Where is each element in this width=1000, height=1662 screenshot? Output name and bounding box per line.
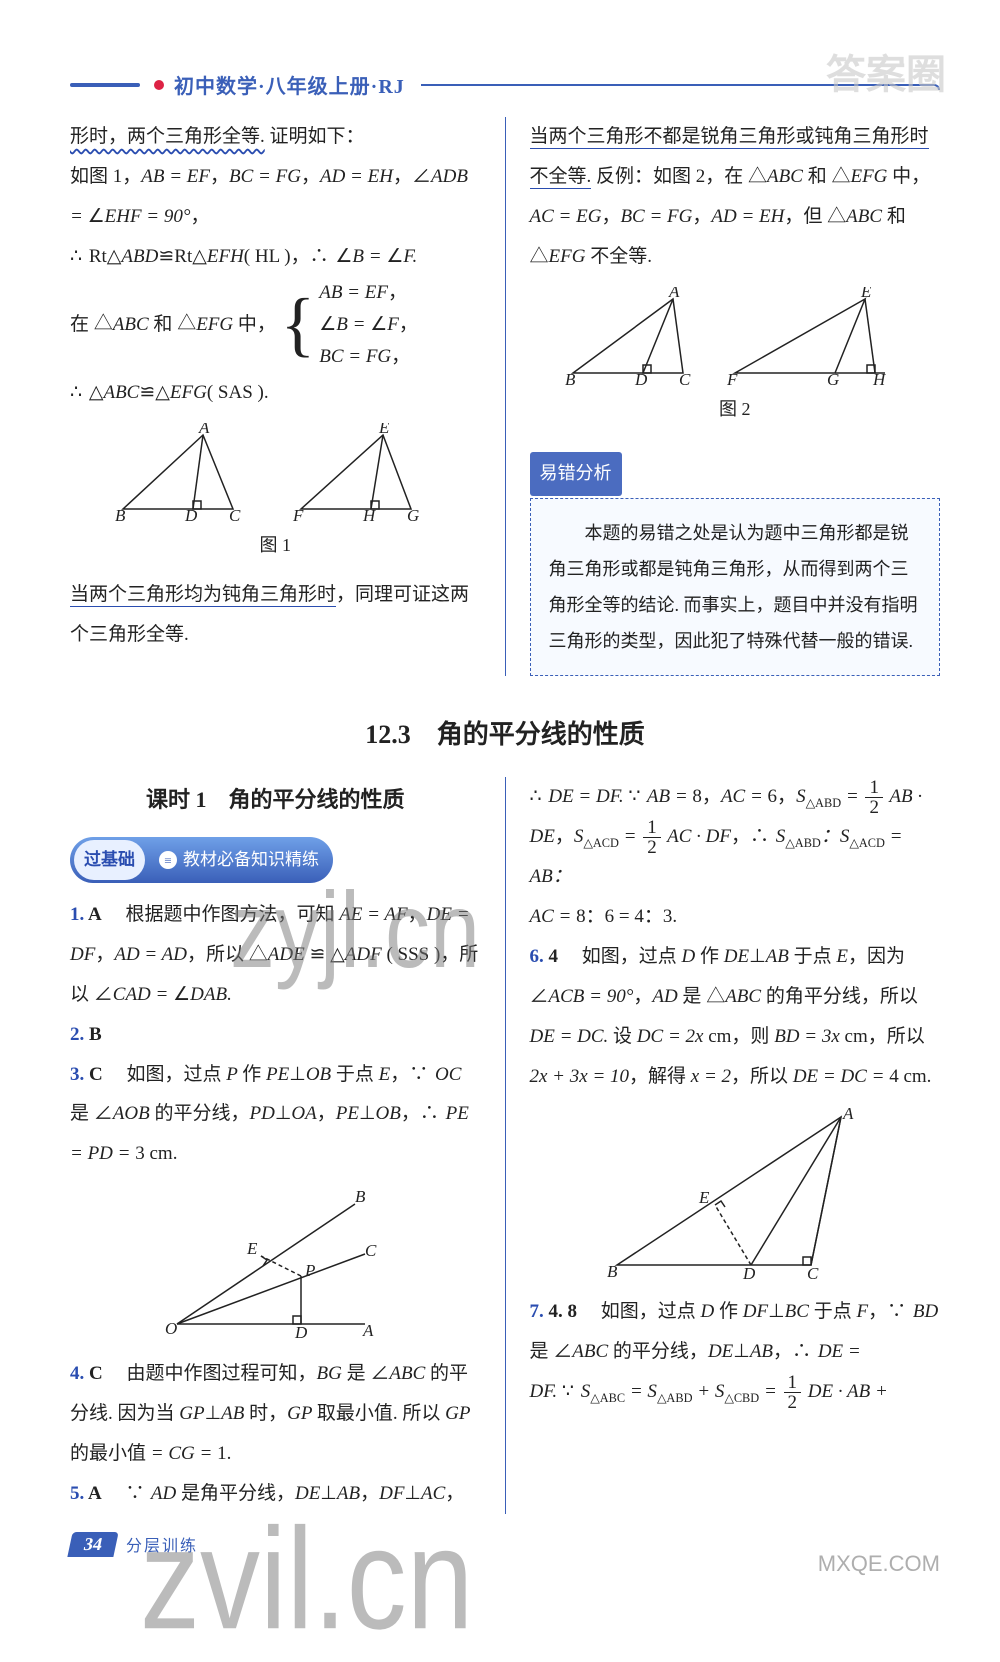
header-title: 初中数学·八年级上册·RJ — [174, 70, 405, 99]
svg-text:C: C — [365, 1241, 377, 1260]
tl-p5: ABCEFG( SAS ). — [70, 373, 481, 413]
svg-text:D: D — [184, 506, 198, 523]
q7-b: DF. S△ABC = S△ABD + S△CBD = 12 DE · AB + — [530, 1372, 941, 1412]
svg-text:E: E — [378, 423, 390, 437]
vertical-separator-bottom — [505, 777, 506, 1514]
tl-p1: 形时，两个三角形全等. 证明如下： — [70, 117, 481, 157]
brace-line-1: AB = EF， — [319, 277, 418, 309]
figure-6: A B D C E — [530, 1107, 941, 1282]
q5: 5. A AD 是角平分线，DEAB，DFAC， — [70, 1474, 481, 1514]
figure-2: A B D C E F G H 图 2 — [530, 287, 941, 429]
svg-text:O: O — [165, 1319, 177, 1338]
list-icon: ≡ — [159, 851, 177, 869]
svg-text:P: P — [304, 1261, 315, 1280]
page-footer: 34 分层训练 — [70, 1532, 940, 1557]
svg-text:B: B — [115, 506, 126, 523]
q4: 4. C 由题中作图过程可知，BG 是 ABC 的平分线. 因为当 GPAB 时… — [70, 1354, 481, 1474]
svg-text:D: D — [634, 370, 648, 387]
bottom-block: 课时 1 角的平分线的性质 过基础 ≡ 教材必备知识精练 1. A 根据题中作图… — [70, 777, 940, 1514]
svg-text:C: C — [807, 1264, 819, 1282]
q5-cont-b: DE，S△ACD = 12 AC · DF， S△ABD：S△ACD = AB： — [530, 817, 941, 897]
basics-pill: 过基础 ≡ 教材必备知识精练 — [70, 837, 333, 883]
q1: 1. A 根据题中作图方法，可知 AE = AF，DE = DF，AD = AD… — [70, 895, 481, 1015]
svg-text:B: B — [565, 370, 576, 387]
brace-line-2: B = F， — [319, 309, 418, 341]
svg-text:G: G — [827, 370, 839, 387]
tl-p2: 如图 1，AB = EF，BC = FG，AD = EH，ADB = EHF =… — [70, 157, 481, 237]
q3: 3. C 如图，过点 P 作 PEOB 于点 E， OC 是 AOB 的平分线，… — [70, 1055, 481, 1175]
svg-text:F: F — [292, 506, 304, 523]
tl-p6: 当两个三角形均为钝角三角形时，同理可证这两个三角形全等. — [70, 575, 481, 655]
svg-text:A: A — [842, 1107, 854, 1123]
svg-text:A: A — [668, 287, 680, 301]
footer-label: 分层训练 — [126, 1532, 198, 1556]
bottom-right-column: DE = DF. AB = 8，AC = 6，S△ABD = 12 AB · D… — [530, 777, 941, 1514]
svg-text:F: F — [726, 370, 738, 387]
svg-text:E: E — [698, 1188, 710, 1207]
svg-text:C: C — [229, 506, 241, 523]
q6: 6. 4 如图，过点 D 作 DEAB 于点 E，因为 ACB = 90°，AD… — [530, 937, 941, 1097]
q5-cont-c: AC = 8：6 = 4：3. — [530, 897, 941, 937]
analysis-label: 易错分析 — [530, 452, 622, 496]
svg-text:G: G — [407, 506, 419, 523]
vertical-separator-top すwhat — [505, 117, 506, 676]
brace-block: { AB = EF， B = F， BC = FG， — [281, 277, 418, 374]
tl-p1-rest: 证明如下： — [265, 126, 365, 147]
top-block: 形时，两个三角形全等. 证明如下： 如图 1，AB = EF，BC = FG，A… — [70, 117, 940, 676]
q2: 2. B — [70, 1015, 481, 1055]
tr-p1: 当两个三角形不都是锐角三角形或钝角三角形时不全等. 反例：如图 2，在 ABC … — [530, 117, 941, 277]
tl-p1-under: 形时，两个三角形全等. — [70, 126, 265, 147]
svg-text:E: E — [246, 1239, 258, 1258]
q1-num: 1. — [70, 904, 88, 925]
svg-text:E: E — [860, 287, 872, 301]
q5-cont-a: DE = DF. AB = 8，AC = 6，S△ABD = 12 AB · — [530, 777, 941, 817]
svg-text:C: C — [679, 370, 691, 387]
analysis-box: 本题的易错之处是认为题中三角形都是锐角三角形或都是钝角三角形，从而得到两个三角形… — [530, 498, 941, 676]
figure-3: O A D P C E B — [70, 1184, 481, 1344]
figure-2-caption: 图 2 — [530, 391, 941, 429]
svg-text:B: B — [607, 1262, 618, 1281]
pill-tag: 过基础 — [74, 840, 145, 880]
pill-text: 教材必备知识精练 — [183, 842, 319, 878]
tl-p3: RtABDRtEFH( HL )， B = F. — [70, 237, 481, 277]
svg-text:A: A — [362, 1321, 374, 1340]
header-rule — [421, 84, 940, 90]
tl-p4: 在 ABC 和 EFG 中， { AB = EF， B = F， BC = FG… — [70, 277, 481, 374]
top-left-column: 形时，两个三角形全等. 证明如下： 如图 1，AB = EF，BC = FG，A… — [70, 117, 481, 676]
figure-1-caption: 图 1 — [70, 527, 481, 565]
header-decor-dot — [154, 80, 164, 90]
svg-text:D: D — [742, 1264, 756, 1282]
lesson-title: 课时 1 角的平分线的性质 — [70, 777, 481, 823]
svg-text:B: B — [355, 1187, 366, 1206]
header-decor-dash — [70, 83, 140, 87]
tl-p6-under: 当两个三角形均为钝角三角形时 — [70, 584, 336, 607]
figure-1: A B D C E F H G 图 1 — [70, 423, 481, 565]
bottom-left-column: 课时 1 角的平分线的性质 过基础 ≡ 教材必备知识精练 1. A 根据题中作图… — [70, 777, 481, 1514]
brace-line-3: BC = FG， — [319, 341, 418, 373]
page-header: 初中数学·八年级上册·RJ — [70, 70, 940, 99]
section-title: 12.3 角的平分线的性质 — [70, 714, 940, 751]
svg-text:H: H — [872, 370, 887, 387]
svg-text:H: H — [362, 506, 377, 523]
svg-text:A: A — [198, 423, 210, 437]
top-right-column: 当两个三角形不都是锐角三角形或钝角三角形时不全等. 反例：如图 2，在 ABC … — [530, 117, 941, 676]
page-number: 34 — [67, 1532, 118, 1557]
svg-text:D: D — [294, 1323, 308, 1342]
q7: 7. 4. 8 如图，过点 D 作 DFBC 于点 F， BD是 ABC 的平分… — [530, 1292, 941, 1372]
watermark-2: zvil.cn — [140, 1496, 473, 1662]
